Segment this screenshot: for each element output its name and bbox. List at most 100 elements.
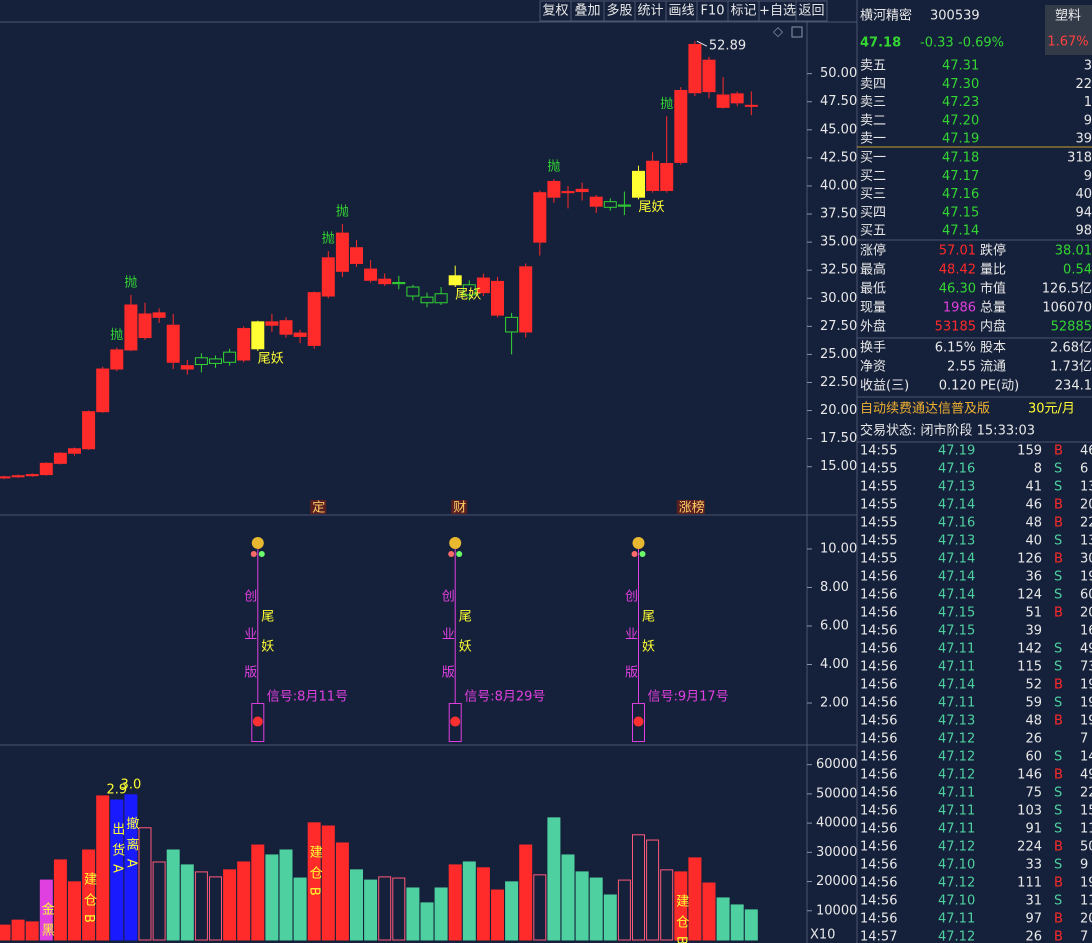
volume-bar	[674, 871, 688, 941]
trade-side: B	[1054, 912, 1063, 927]
candle-body	[476, 277, 490, 294]
trade-price: 47.16	[938, 462, 975, 477]
signal-dot	[448, 550, 455, 557]
trade-count: 9	[1080, 858, 1088, 873]
toolbar-label[interactable]: 叠加	[574, 4, 600, 19]
y-tick-label: 60000	[816, 757, 857, 772]
stat-label: 市值	[980, 281, 1006, 297]
volume-bar	[617, 879, 631, 941]
book-price: 47.31	[942, 59, 979, 74]
toolbar-label[interactable]: 统计	[637, 4, 663, 19]
toolbar-button[interactable]	[795, 0, 828, 22]
toolbar-label[interactable]: 复权	[542, 3, 568, 19]
book-label: 买一	[860, 151, 886, 166]
volume-bar	[744, 909, 758, 941]
ad-price[interactable]: 30元/月	[1028, 402, 1075, 417]
volume-bar	[462, 861, 476, 941]
sector: 塑料	[1055, 9, 1081, 24]
trade-volume: 46	[1025, 498, 1042, 513]
toolbar-label[interactable]: 画线	[668, 4, 694, 19]
book-volume: 22	[1075, 77, 1092, 92]
marker-box	[310, 500, 327, 514]
volume-bar	[279, 849, 293, 941]
trade-time: 14:56	[860, 624, 897, 639]
trade-side: B	[1054, 768, 1063, 783]
trade-time: 14:56	[860, 804, 897, 819]
volume-bar	[533, 874, 547, 941]
y-tick-label: 20.00	[820, 403, 857, 418]
signal-date: 信号:8月29号	[464, 690, 545, 705]
volume-bar	[716, 897, 730, 941]
bottom-marker: 财	[453, 501, 466, 516]
trade-time: 14:56	[860, 786, 897, 801]
toolbar-label[interactable]: +自选	[759, 4, 796, 19]
book-label: 卖二	[860, 113, 886, 128]
y-tick-label: 22.50	[820, 375, 857, 390]
candle-body	[744, 104, 758, 107]
volume-bar	[434, 887, 448, 941]
volume-bar	[505, 881, 519, 941]
trade-time: 14:55	[860, 534, 897, 549]
trade-count: 20	[1080, 912, 1092, 927]
toolbar-label[interactable]: 标记	[730, 4, 756, 19]
book-volume: 9	[1084, 169, 1092, 184]
change-pct: -0.69%	[958, 36, 1004, 51]
trade-count: 6	[1080, 462, 1088, 477]
volume-signal: 出货A	[109, 822, 125, 881]
trade-side: S	[1054, 804, 1062, 819]
trade-time: 14:55	[860, 444, 897, 459]
signal-icon	[449, 536, 462, 549]
icon[interactable]	[791, 26, 803, 38]
volume-bar	[265, 854, 279, 941]
annotation: 抛	[660, 97, 673, 112]
toolbar-label[interactable]: 返回	[798, 4, 824, 19]
trade-volume: 159	[1017, 444, 1042, 459]
book-volume: 318	[1067, 151, 1092, 166]
volume-bar	[561, 854, 575, 941]
annotation: 抛	[322, 232, 335, 247]
book-volume: 3	[1084, 59, 1092, 74]
trade-side: S	[1054, 570, 1062, 585]
ad[interactable]: 自动续费通达信普及版	[860, 402, 990, 417]
volume-bar	[406, 887, 420, 941]
toolbar-label[interactable]: 多股	[606, 3, 632, 19]
trade-volume: 103	[1017, 804, 1042, 819]
book-volume: 1	[1084, 95, 1092, 110]
trade-price: 47.13	[938, 534, 975, 549]
candle-body	[378, 278, 392, 285]
candle-body	[434, 293, 448, 304]
volume-bar	[110, 799, 124, 941]
y-tick-label: 30.00	[820, 291, 857, 306]
trade-side: S	[1054, 534, 1062, 549]
change: -0.33	[920, 36, 954, 51]
stat-value: 57.01	[939, 244, 976, 259]
trade-side: S	[1054, 642, 1062, 657]
annotation: 抛	[336, 205, 349, 220]
icon[interactable]: ◇	[773, 25, 783, 40]
trade-volume: 75	[1025, 786, 1042, 801]
signal-right: 尾妖	[258, 609, 274, 669]
trade-price: 47.12	[938, 750, 975, 765]
volume-bar	[589, 877, 603, 941]
trade-count: 30	[1080, 552, 1092, 567]
toolbar-label[interactable]: F10	[700, 4, 724, 19]
trade-side: S	[1054, 822, 1062, 837]
stat-label: 换手	[860, 341, 886, 356]
trade-volume: 59	[1025, 696, 1042, 711]
volume-bar	[392, 877, 406, 941]
volume-bar	[223, 869, 237, 941]
trade-price: 47.15	[938, 606, 975, 621]
trade-side: B	[1054, 498, 1063, 513]
trade-count: 16	[1080, 624, 1092, 639]
y-tick-label: 27.50	[820, 319, 857, 334]
trade-volume: 60	[1025, 750, 1042, 765]
candle-body	[547, 180, 561, 198]
volume-bar	[350, 869, 363, 941]
trade-volume: 97	[1025, 912, 1042, 927]
stat-label: 跌停	[980, 243, 1006, 259]
volume-bar	[25, 921, 39, 941]
volume-signal: 建仓B	[81, 872, 97, 931]
candle-body	[364, 268, 378, 281]
stat-label: 量比	[980, 263, 1006, 278]
